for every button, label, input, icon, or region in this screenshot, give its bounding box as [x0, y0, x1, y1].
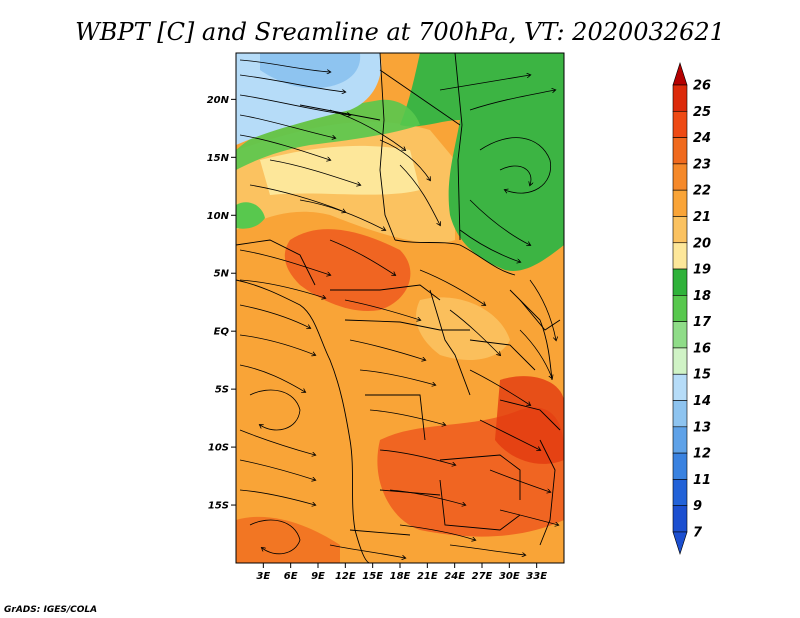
y-tick-label: 5S — [215, 385, 229, 396]
x-tick-label: 12E — [335, 571, 356, 582]
colorbar-segment — [672, 268, 688, 296]
colorbar-label: 16 — [693, 341, 711, 356]
green-field-northeast — [400, 53, 564, 271]
colorbar-segment — [672, 295, 688, 322]
colorbar-label: 12 — [693, 447, 711, 462]
colorbar-segment — [672, 163, 688, 191]
colorbar-label: 15 — [693, 368, 711, 383]
x-tick-label: 3E — [256, 571, 270, 582]
y-tick-label: 10N — [207, 211, 230, 222]
y-tick-label: 5N — [214, 269, 230, 280]
colorbar-label: 25 — [693, 105, 711, 120]
y-tick-label: 20N — [207, 95, 230, 106]
credit-label: GrADS: IGES/COLA — [4, 605, 97, 615]
x-tick-label: 15E — [362, 571, 383, 582]
colorbar-label: 21 — [693, 210, 711, 225]
x-tick-label: 21E — [417, 571, 438, 582]
x-tick-label: 27E — [472, 571, 493, 582]
colorbar-segment — [672, 216, 688, 244]
colorbar-label: 24 — [693, 131, 711, 146]
colorbar-label: 14 — [693, 394, 711, 409]
chart-title: WBPT [C] and Sreamline at 700hPa, VT: 20… — [75, 18, 725, 46]
y-tick-label: 10S — [208, 443, 229, 454]
colorbar-segment — [672, 189, 688, 217]
colorbar-label: 19 — [693, 263, 711, 278]
colorbar-segment — [672, 137, 688, 165]
x-tick-label: 6E — [284, 571, 298, 582]
colorbar: 26 25 24 23 22 21 20 19 18 17 16 15 14 13 12 11 9 7 — [672, 62, 712, 555]
colorbar-segment — [672, 84, 688, 112]
warm-field-central — [284, 229, 411, 311]
streamlines — [239, 59, 558, 558]
colorbar-segment — [672, 321, 688, 349]
colorbar-segment — [672, 347, 688, 375]
x-axis: 3E 6E 9E 12E 15E 18E 21E 24E 27E 30E 33E — [256, 563, 547, 582]
colorbar-label: 22 — [693, 184, 711, 199]
country-borders — [236, 53, 561, 563]
x-tick-label: 33E — [526, 571, 547, 582]
colorbar-label: 20 — [693, 236, 711, 251]
colorbar-label: 23 — [693, 157, 711, 172]
colorbar-label: 11 — [693, 473, 711, 488]
blue-field-northwest-core — [260, 53, 361, 89]
colorbar-segment — [672, 426, 688, 454]
colorbar-label: 7 — [693, 526, 703, 541]
colorbar-segment — [672, 505, 688, 533]
y-tick-label: 15N — [207, 153, 230, 164]
colorbar-label: 9 — [693, 499, 702, 514]
colorbar-segment — [672, 479, 688, 507]
colorbar-label: 26 — [693, 79, 711, 94]
x-tick-label: 9E — [311, 571, 325, 582]
light-field-central — [416, 297, 510, 360]
colorbar-segment — [672, 400, 688, 428]
x-tick-label: 24E — [444, 571, 465, 582]
x-tick-label: 18E — [390, 571, 411, 582]
colorbar-label: 13 — [693, 420, 711, 435]
colorbar-bottom-arrow — [672, 531, 688, 555]
colorbar-label: 17 — [693, 315, 712, 330]
y-axis: 20N 15N 10N 5N EQ 5S 10S 15S — [207, 95, 236, 512]
y-tick-label: EQ — [214, 327, 230, 338]
colorbar-segment — [672, 373, 688, 401]
map-panel — [236, 53, 564, 563]
colorbar-segment — [672, 452, 688, 480]
colorbar-label: 18 — [693, 289, 711, 304]
green-field-strip — [236, 99, 420, 170]
pale-field-north — [260, 145, 420, 195]
y-tick-label: 15S — [208, 501, 229, 512]
x-tick-label: 30E — [499, 571, 520, 582]
green-field-west — [236, 202, 265, 229]
colorbar-top-arrow — [672, 62, 688, 86]
colorbar-segment — [672, 110, 688, 138]
warm-field-east — [495, 376, 564, 464]
colorbar-segment — [672, 242, 688, 270]
